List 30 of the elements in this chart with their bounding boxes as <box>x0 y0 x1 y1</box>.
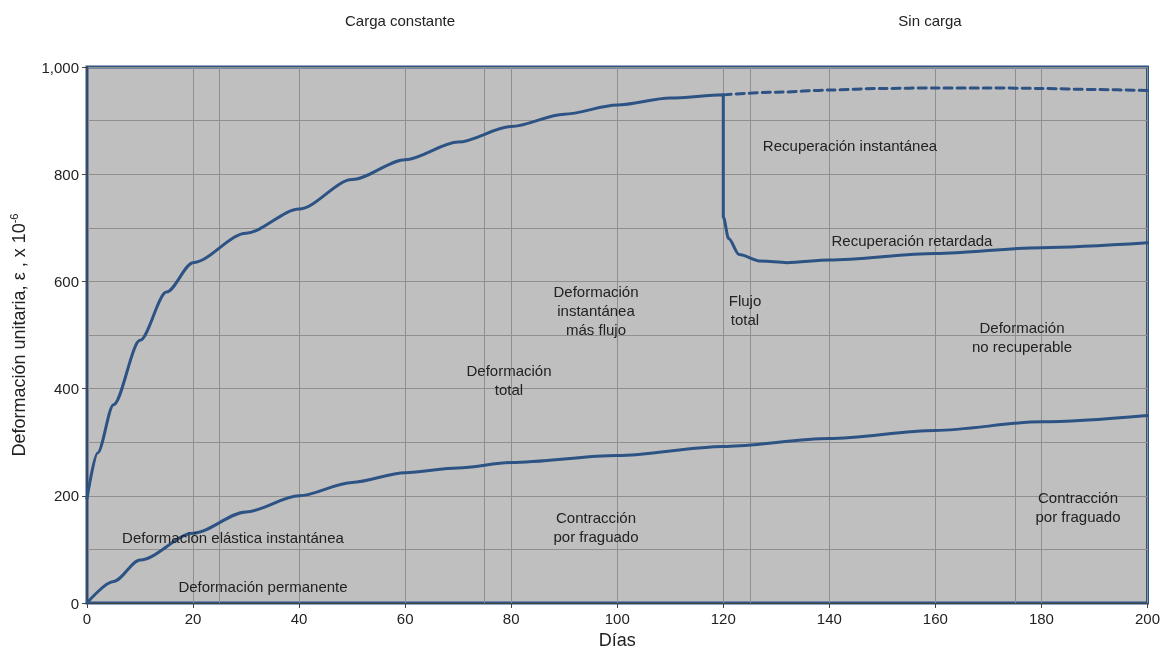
y-tick-label: 800 <box>53 165 79 183</box>
y-tick-label: 1,000 <box>41 58 79 76</box>
y-tick-label: 0 <box>70 594 79 612</box>
annotation: Deformación total <box>466 362 552 398</box>
x-tick-label: 180 <box>1028 610 1054 627</box>
text: Sin carga <box>898 11 963 29</box>
y-tick-label: 600 <box>53 272 79 290</box>
annotation: Deformación permanente <box>178 577 348 595</box>
x-tick-label: 80 <box>502 610 520 627</box>
annotation: Flujo total <box>728 292 762 328</box>
annotation: Deformación instantánea más flujo <box>553 282 639 338</box>
annotation: Deformación no recuperable <box>971 319 1073 355</box>
x-tick-label: 140 <box>816 610 842 627</box>
x-tick-label: 60 <box>396 610 414 627</box>
y-tick-label: 200 <box>53 487 79 505</box>
x-tick-label: 200 <box>1134 610 1160 627</box>
text: Carga constante <box>344 11 456 29</box>
x-tick-label: 20 <box>184 610 202 627</box>
annotation: Recuperación retardada <box>831 231 994 249</box>
x-tick-label: 100 <box>604 610 630 627</box>
y-axis-title: Deformación unitaria, ε , x 10-6 <box>7 213 29 457</box>
x-tick-label: 40 <box>290 610 308 627</box>
x-tick-label: 160 <box>922 610 948 627</box>
x-tick-label: 120 <box>710 610 736 627</box>
x-tick-label: 0 <box>82 610 92 627</box>
y-tick-label: 400 <box>53 380 79 398</box>
x-axis-title: Días <box>598 630 636 650</box>
annotation: Recuperación instantánea <box>762 136 938 154</box>
annotation: Contracción por fraguado <box>553 509 639 545</box>
annotation: Contracción por fraguado <box>1035 489 1121 525</box>
